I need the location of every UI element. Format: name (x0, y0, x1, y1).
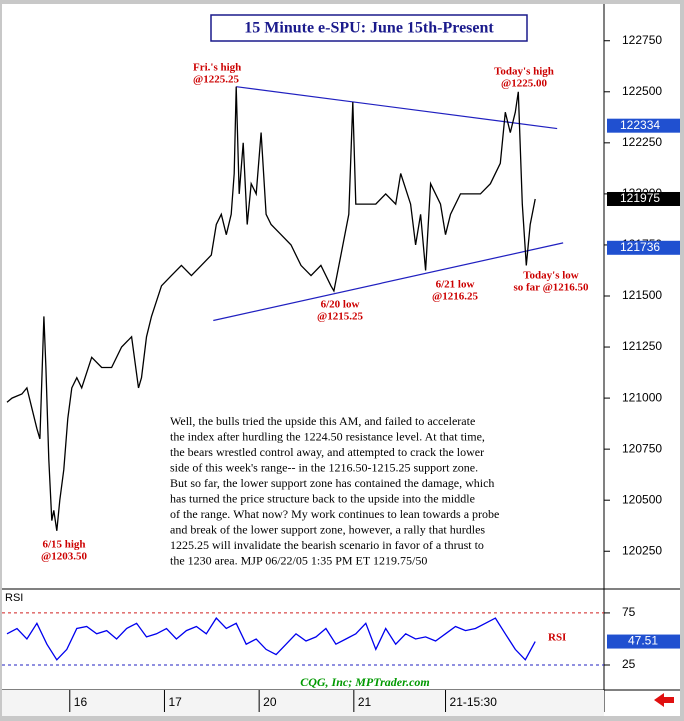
series-line (6, 617, 536, 661)
trendline (236, 86, 558, 130)
rsi-tag (607, 634, 680, 649)
rsi-tag-label: 47.51 (628, 634, 658, 648)
series-line (6, 86, 536, 531)
x-axis-bar (2, 690, 604, 716)
y-tick-label: 121500 (622, 288, 662, 302)
annotation: @1203.50 (41, 551, 87, 563)
annotation: 6/21 low (436, 279, 475, 291)
annotation: 6/20 low (321, 299, 360, 311)
y-tick-label: 120250 (622, 543, 662, 557)
annotation: 6/15 high (42, 539, 85, 551)
commentary-line: the index after hurdling the 1224.50 res… (170, 429, 485, 443)
annotation: Today's high (494, 66, 554, 78)
panel-label: RSI (5, 592, 23, 604)
x-tick-label: 16 (74, 695, 88, 709)
x-tick-label: 17 (168, 695, 182, 709)
series-label: RSI (548, 632, 566, 644)
trendline (213, 242, 564, 322)
x-tick-label: 21 (358, 695, 372, 709)
y-tick-label: 75 (622, 605, 636, 619)
price-tag (607, 240, 680, 255)
x-tick-label: 21-15:30 (450, 695, 498, 709)
price-tag (607, 118, 680, 133)
commentary-line: of the range. What now? My work continue… (170, 507, 499, 521)
y-tick-label: 121000 (622, 390, 662, 404)
y-tick-label: 120500 (622, 492, 662, 506)
y-tick-label: 122750 (622, 33, 662, 47)
price-tag (607, 191, 680, 206)
y-tick-label: 25 (622, 657, 636, 671)
annotation: @1225.25 (193, 74, 239, 86)
commentary-line: the bears wrestled control away, and att… (170, 445, 484, 459)
commentary-line: 1225.25 will invalidate the bearish scen… (170, 538, 484, 552)
commentary-line: But so far, the lower support zone has c… (170, 476, 494, 490)
commentary-line: side of this week's range-- in the 1216.… (170, 460, 478, 474)
x-tick-label: 20 (263, 695, 277, 709)
annotation: Today's low (523, 270, 579, 282)
y-tick-label: 121250 (622, 339, 662, 353)
title-box (210, 14, 528, 42)
y-tick-label: 122500 (622, 84, 662, 98)
annotation: so far @1216.50 (513, 282, 589, 294)
price-tag-label: 121736 (620, 240, 660, 254)
commentary-line: and break of the lower support zone, how… (170, 522, 485, 536)
footer: CQG, Inc; MPTrader.com (300, 675, 430, 689)
y-tick-label: 122250 (622, 135, 662, 149)
commentary-line: the 1230 area. MJP 06/22/05 1:35 PM ET 1… (170, 553, 427, 567)
price-tag-label: 121975 (620, 191, 660, 205)
commentary-line: Well, the bulls tried the upside this AM… (170, 414, 475, 428)
background (2, 4, 680, 716)
annotation: @1225.00 (501, 78, 547, 90)
price-tag-label: 122334 (620, 118, 660, 132)
annotation: @1216.25 (432, 291, 478, 303)
annotation: @1215.25 (317, 311, 363, 323)
chart-title: 15 Minute e-SPU: June 15th-Present (244, 20, 494, 37)
annotation: Fri.'s high (193, 62, 241, 74)
nav-arrow[interactable] (654, 693, 674, 707)
commentary-line: has turned the price structure back to t… (170, 491, 475, 505)
y-tick-label: 120750 (622, 441, 662, 455)
